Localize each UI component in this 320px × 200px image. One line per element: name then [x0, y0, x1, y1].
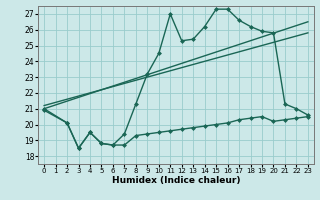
X-axis label: Humidex (Indice chaleur): Humidex (Indice chaleur) [112, 176, 240, 185]
